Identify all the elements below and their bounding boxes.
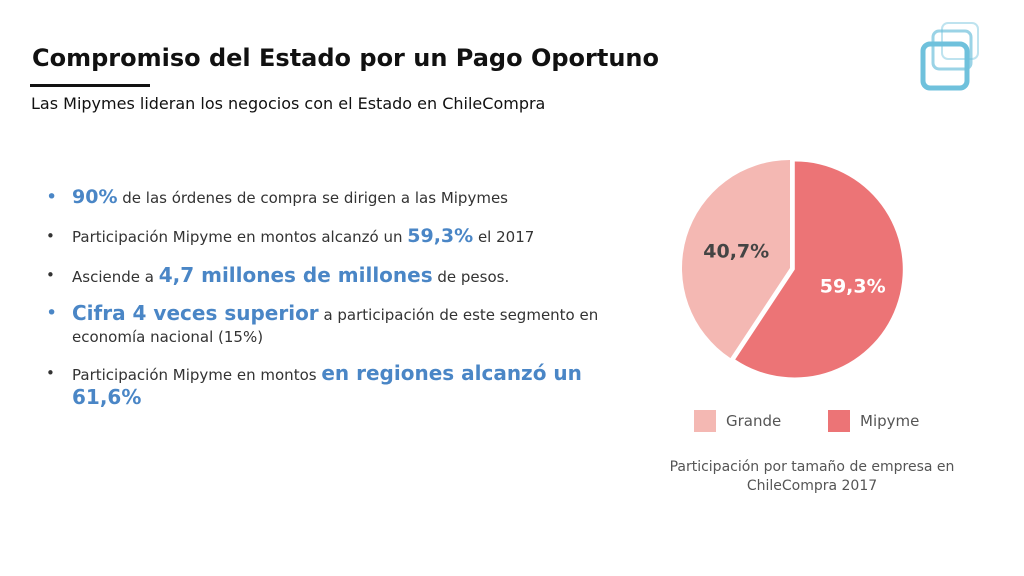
bullet-text: Asciende a xyxy=(72,268,159,286)
chart-caption: Participación por tamaño de empresa en C… xyxy=(669,459,955,494)
bullet-text: de pesos. xyxy=(432,268,510,286)
bullet-text: a participación de este segmento en econ… xyxy=(72,306,599,346)
pie-slice-mipyme xyxy=(735,161,903,378)
page-title: Compromiso del Estado por un Pago Oportu… xyxy=(32,44,659,72)
page-subtitle: Las Mipymes lideran los negocios con el … xyxy=(31,94,546,113)
legend-swatch-mipyme xyxy=(828,410,850,432)
bullet-highlight: 4,7 millones de millones xyxy=(158,263,433,287)
bullet-list: • 90% de las órdenes de compra se dirigen… xyxy=(46,186,606,410)
legend-swatch-grande xyxy=(694,410,716,432)
bullet-item: • 90% de las órdenes de compra se dirigen… xyxy=(46,186,606,209)
bullet-dot: • xyxy=(46,364,55,382)
bullet-dot: • xyxy=(46,186,58,208)
legend-item-grande: Grande xyxy=(694,409,781,433)
pie-label-grande: 40,7% xyxy=(703,240,769,262)
pie-label-mipyme: 59,3% xyxy=(820,275,886,297)
bullet-text: de las órdenes de compra se dirigen a la… xyxy=(117,189,508,207)
bullet-text: el 2017 xyxy=(473,228,535,246)
bullet-text: Participación Mipyme en montos xyxy=(72,366,322,384)
legend-label-grande: Grande xyxy=(726,412,782,430)
bullet-item: • Asciende a 4,7 millones de millones de … xyxy=(46,264,606,288)
chilecompra-logo-icon xyxy=(920,22,979,91)
bullet-item: • Cifra 4 veces superior a participación … xyxy=(46,302,606,348)
bullet-dot: • xyxy=(46,227,55,245)
bullet-text: Participación Mipyme en montos alcanzó u… xyxy=(72,228,408,246)
legend-item-mipyme: Mipyme xyxy=(828,409,919,433)
legend-label-mipyme: Mipyme xyxy=(860,412,920,430)
pie-chart: 40,7% 59,3% xyxy=(682,160,903,378)
bullet-highlight: 59,3% xyxy=(407,225,474,247)
bullet-dot: • xyxy=(46,266,55,284)
bullet-dot: • xyxy=(46,302,58,324)
pie-slice-grande xyxy=(682,160,790,359)
bullet-highlight: Cifra 4 veces superior xyxy=(72,301,319,325)
bullet-highlight: en regiones alcanzó un 61,6% xyxy=(72,361,582,409)
bullet-item: • Participación Mipyme en montos en regio… xyxy=(46,362,606,410)
bullet-highlight: 90% xyxy=(72,186,118,208)
title-underline xyxy=(30,84,150,87)
bullet-item: • Participación Mipyme en montos alcanzó … xyxy=(46,225,606,248)
